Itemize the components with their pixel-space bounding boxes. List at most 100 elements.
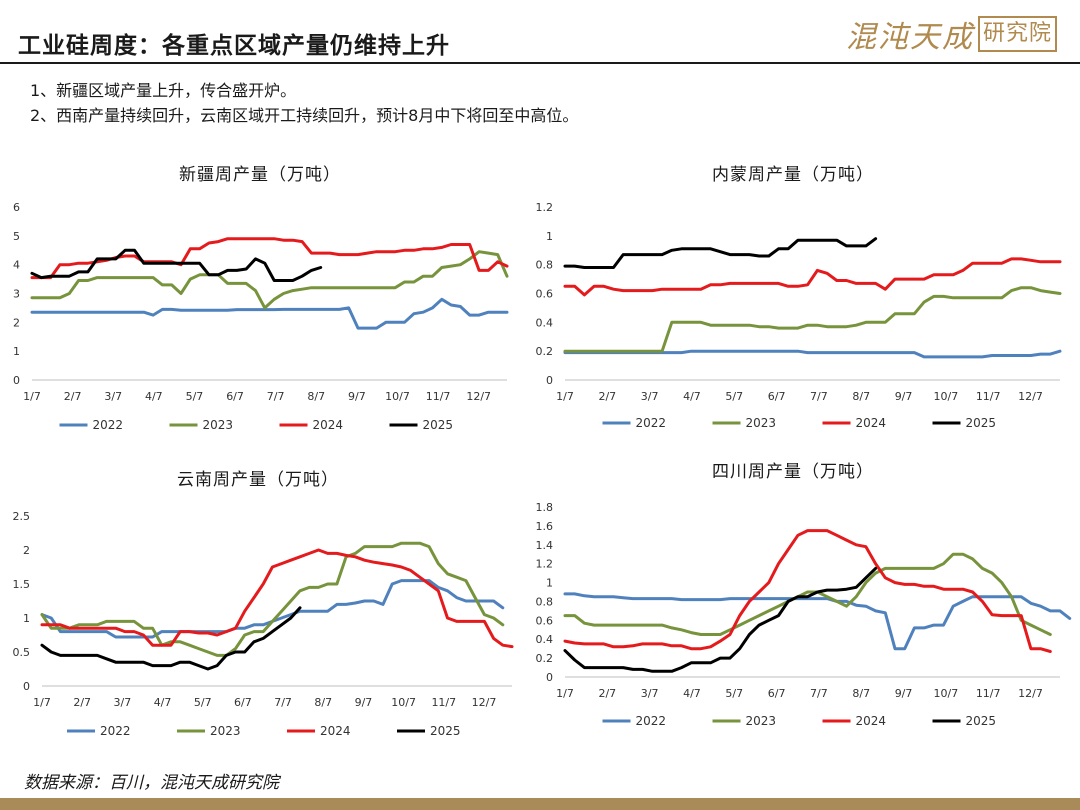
series-line-2024 (40, 548, 514, 649)
legend-label: 2023 (210, 724, 241, 738)
x-tick-label: 7/7 (274, 696, 292, 709)
y-tick-label: 0 (13, 374, 20, 387)
y-tick-label: 0.2 (536, 345, 554, 358)
x-tick-label: 11/7 (426, 390, 451, 403)
y-tick-label: 1.4 (536, 539, 554, 552)
legend-label: 2024 (856, 416, 887, 430)
x-tick-label: 4/7 (683, 390, 701, 403)
x-tick-label: 4/7 (683, 687, 701, 700)
x-tick-label: 10/7 (385, 390, 410, 403)
x-tick-label: 8/7 (852, 687, 870, 700)
footer-bar (0, 798, 1080, 810)
bullet-item: 2、西南产量持续回升，云南区域开工持续回升，预计8月中下将回至中高位。 (30, 106, 579, 125)
y-tick-label: 0.4 (536, 633, 554, 646)
series-line-2022 (30, 297, 509, 330)
x-tick-label: 4/7 (145, 390, 163, 403)
series-line-2024 (563, 257, 1062, 297)
x-tick-label: 9/7 (348, 390, 366, 403)
y-tick-label: 4 (13, 259, 20, 272)
x-tick-label: 5/7 (725, 687, 743, 700)
x-tick-label: 9/7 (895, 390, 913, 403)
chart-svg: 内蒙周产量（万吨） 0 0.2 0.4 0.6 0.8 1 1.2 1/7 2/7 3/7 4/7 5/… (536, 165, 1062, 430)
legend-label: 2025 (966, 714, 997, 728)
y-tick-label: 2 (13, 316, 20, 329)
y-tick-label: 1.8 (536, 501, 554, 514)
chart-title: 云南周产量（万吨） (177, 470, 339, 490)
series-line-2023 (30, 250, 509, 310)
x-tick-label: 1/7 (556, 687, 574, 700)
bullet-item: 1、新疆区域产量上升，传合盛开炉。 (30, 81, 297, 100)
series-line-2025 (40, 606, 302, 671)
y-tick-label: 0 (546, 374, 553, 387)
legend-label: 2022 (636, 714, 667, 728)
x-tick-label: 1/7 (33, 696, 51, 709)
series-line-2025 (30, 248, 323, 282)
x-tick-label: 10/7 (934, 390, 959, 403)
chart-neimeng: 内蒙周产量（万吨） 0 0.2 0.4 0.6 0.8 1 1.2 1/7 2/7 3/7 4/7 5/… (535, 150, 1065, 445)
y-tick-label: 1 (23, 612, 30, 625)
x-tick-label: 3/7 (104, 390, 122, 403)
legend-label: 2023 (746, 714, 777, 728)
legend-label: 2024 (313, 418, 344, 432)
chart-title: 四川周产量（万吨） (712, 462, 874, 482)
x-tick-label: 11/7 (976, 390, 1001, 403)
y-tick-label: 1.6 (536, 520, 554, 533)
x-tick-label: 9/7 (355, 696, 373, 709)
legend-label: 2023 (203, 418, 234, 432)
legend-label: 2025 (966, 416, 997, 430)
y-tick-label: 0.5 (13, 646, 31, 659)
x-tick-label: 3/7 (641, 390, 659, 403)
y-tick-label: 1 (546, 577, 553, 590)
x-tick-label: 1/7 (556, 390, 574, 403)
x-tick-label: 8/7 (314, 696, 332, 709)
y-tick-label: 1 (546, 230, 553, 243)
x-tick-label: 12/7 (472, 696, 497, 709)
y-tick-label: 2.5 (13, 510, 31, 523)
legend-label: 2024 (856, 714, 887, 728)
chart-svg: 云南周产量（万吨） 0 0.5 1 1.5 2 2.5 1/7 2/7 3/7 4/7 5/7 6/7 7… (13, 470, 514, 738)
chart-yunnan: 云南周产量（万吨） 0 0.5 1 1.5 2 2.5 1/7 2/7 3/7 4/7 5/7 6/7 7… (0, 455, 530, 750)
series-line-2023 (563, 286, 1062, 353)
y-tick-label: 0.6 (536, 614, 554, 627)
series-line-2023 (40, 541, 505, 657)
x-tick-label: 5/7 (725, 390, 743, 403)
y-tick-label: 0.6 (536, 288, 554, 301)
y-tick-label: 1.5 (13, 578, 31, 591)
x-tick-label: 8/7 (852, 390, 870, 403)
x-tick-label: 6/7 (234, 696, 252, 709)
y-tick-label: 0.8 (536, 595, 554, 608)
x-tick-label: 7/7 (267, 390, 285, 403)
x-tick-label: 8/7 (307, 390, 325, 403)
x-tick-label: 6/7 (768, 687, 786, 700)
chart-sichuan: 四川周产量（万吨） 0 0.2 0.4 0.6 0.8 1 1.2 1.4 1.6 1.8 1/7 2/… (535, 455, 1072, 750)
legend-label: 2025 (430, 724, 461, 738)
y-tick-label: 2 (23, 544, 30, 557)
y-tick-label: 1 (13, 345, 20, 358)
y-tick-label: 1.2 (536, 558, 554, 571)
x-tick-label: 4/7 (154, 696, 172, 709)
x-tick-label: 2/7 (598, 687, 616, 700)
y-tick-label: 0.4 (536, 316, 554, 329)
y-tick-label: 1.2 (536, 201, 554, 214)
x-tick-label: 2/7 (598, 390, 616, 403)
y-tick-label: 0.2 (536, 652, 554, 665)
chart-title: 内蒙周产量（万吨） (712, 165, 874, 185)
legend-label: 2025 (423, 418, 454, 432)
chart-svg: 四川周产量（万吨） 0 0.2 0.4 0.6 0.8 1 1.2 1.4 1.6 1.8 1/7 2/… (536, 462, 1072, 728)
y-tick-label: 3 (13, 288, 20, 301)
x-tick-label: 6/7 (768, 390, 786, 403)
y-tick-label: 5 (13, 230, 20, 243)
page-title: 工业硅周度：各重点区域产量仍维持上升 (18, 33, 450, 59)
x-tick-label: 3/7 (641, 687, 659, 700)
x-tick-label: 7/7 (810, 687, 828, 700)
logo-seal: 研究院 (978, 16, 1058, 52)
x-tick-label: 11/7 (431, 696, 456, 709)
series-line-2024 (563, 529, 1052, 653)
y-tick-label: 0.8 (536, 259, 554, 272)
x-tick-label: 12/7 (1018, 390, 1043, 403)
y-tick-label: 6 (13, 201, 20, 214)
data-source-note: 数据来源：百川，混沌天成研究院 (24, 773, 279, 793)
legend-label: 2022 (636, 416, 667, 430)
x-tick-label: 2/7 (64, 390, 82, 403)
series-line-2025 (563, 237, 878, 269)
